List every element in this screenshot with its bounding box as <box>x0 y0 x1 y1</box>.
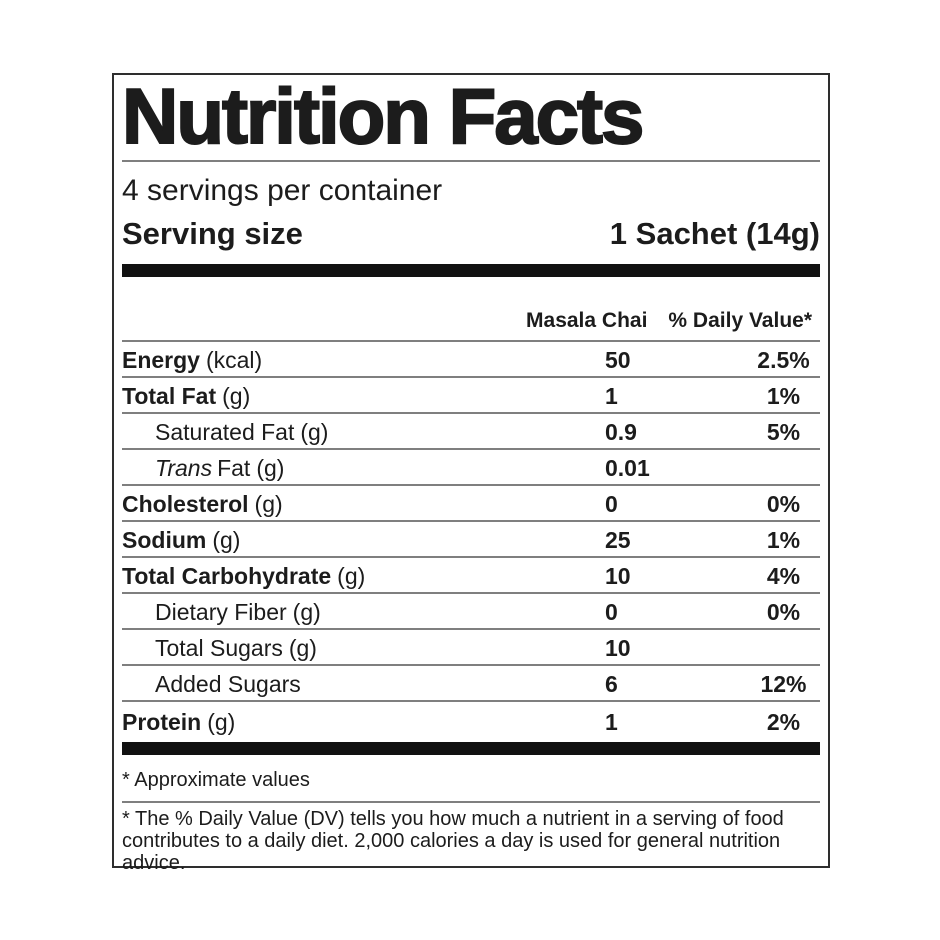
nutrient-daily-value: 2% <box>766 709 801 735</box>
nutrient-name: Added Sugars <box>155 671 301 697</box>
nutrient-name: Total Carbohydrate (g) <box>122 563 366 589</box>
nutrient-name: Protein (g) <box>122 709 236 735</box>
nutrient-amount: 6 <box>605 671 618 697</box>
serving-size-label: Serving size <box>122 216 303 251</box>
row-saturated-fat: Saturated Fat (g) 0.9 5% <box>122 414 820 450</box>
nutrient-amount: 25 <box>605 527 631 553</box>
nutrient-name: Energy (kcal) <box>122 347 263 373</box>
nutrient-amount: 10 <box>605 563 631 589</box>
nutrient-daily-value: 0% <box>766 491 801 517</box>
nutrient-name: Total Sugars (g) <box>155 635 317 661</box>
row-trans-fat: Trans Fat (g) 0.01 <box>122 450 820 486</box>
title-divider <box>122 160 820 162</box>
row-added-sugars: Added Sugars 6 12% <box>122 666 820 702</box>
nutrient-amount: 1 <box>605 709 618 735</box>
row-dietary-fiber: Dietary Fiber (g) 0 0% <box>122 594 820 630</box>
nutrient-daily-value: 2.5% <box>757 347 810 373</box>
label-title: Nutrition Facts <box>121 72 645 160</box>
row-total-carbohydrate: Total Carbohydrate (g) 10 4% <box>122 558 820 594</box>
row-total-fat: Total Fat (g) 1 1% <box>122 378 820 414</box>
nutrient-name: Trans Fat (g) <box>155 455 285 481</box>
row-total-sugars: Total Sugars (g) 10 <box>122 630 820 666</box>
nutrition-facts-label: Nutrition Facts 4 servings per container… <box>112 72 830 874</box>
column-header-daily-value: % Daily Value* <box>668 309 812 332</box>
nutrient-amount: 1 <box>605 383 618 409</box>
nutrient-amount: 0 <box>605 491 618 517</box>
nutrient-name: Cholesterol (g) <box>122 491 283 517</box>
thick-separator-bar-bottom <box>122 742 820 755</box>
nutrient-name: Saturated Fat (g) <box>155 419 329 445</box>
nutrient-amount: 50 <box>605 347 631 373</box>
nutrient-amount: 0 <box>605 599 618 625</box>
nutrient-daily-value: 1% <box>766 383 801 409</box>
nutrient-name: Total Fat (g) <box>122 383 251 409</box>
servings-per-container: 4 servings per container <box>122 174 443 207</box>
nutrient-daily-value: 4% <box>766 563 801 589</box>
column-header-row: Masala Chai % Daily Value* <box>122 310 820 332</box>
nutrient-daily-value: 5% <box>766 419 801 445</box>
nutrient-amount: 10 <box>605 635 631 661</box>
serving-size-value: 1 Sachet (14g) <box>609 216 820 251</box>
nutrient-daily-value: 12% <box>760 671 807 697</box>
footnote-divider <box>122 801 820 803</box>
footnote-daily-value: * The % Daily Value (DV) tells you how m… <box>122 808 784 874</box>
header-divider <box>122 340 820 342</box>
thick-separator-bar-top <box>122 264 820 277</box>
serving-size-row: Serving size 1 Sachet (14g) <box>122 217 820 251</box>
nutrient-name: Sodium (g) <box>122 527 241 553</box>
nutrient-daily-value: 0% <box>766 599 801 625</box>
column-header-product: Masala Chai <box>526 309 648 332</box>
row-energy: Energy (kcal) 50 2.5% <box>122 342 820 378</box>
nutrient-amount: 0.01 <box>605 455 650 481</box>
nutrient-name: Dietary Fiber (g) <box>155 599 321 625</box>
nutrient-amount: 0.9 <box>605 419 637 445</box>
row-protein: Protein (g) 1 2% <box>122 702 820 738</box>
nutrient-daily-value: 1% <box>766 527 801 553</box>
row-sodium: Sodium (g) 25 1% <box>122 522 820 558</box>
row-cholesterol: Cholesterol (g) 0 0% <box>122 486 820 522</box>
footnote-approximate-values: * Approximate values <box>122 769 310 791</box>
